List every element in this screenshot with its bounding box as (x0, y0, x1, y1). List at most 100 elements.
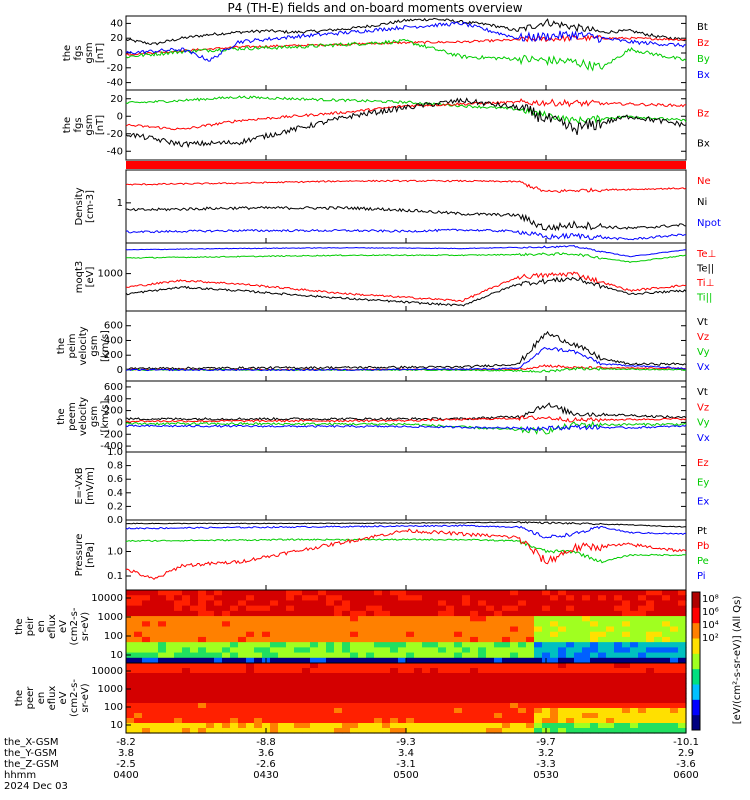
spectrogram-cell (198, 678, 207, 684)
spectrogram-cell (606, 610, 615, 617)
spectrogram-cell (358, 708, 367, 714)
spectrogram-cell (670, 616, 679, 622)
spectrogram-cell (326, 590, 335, 596)
spectrogram-cell (326, 600, 335, 607)
spectrogram-cell (414, 663, 423, 669)
spectrogram-cell (438, 718, 447, 724)
spectrogram-cell (350, 683, 359, 689)
spectrogram-cell (310, 590, 319, 596)
spectrogram-cell (414, 713, 423, 719)
spectrogram-cell (350, 728, 359, 734)
spectrogram-cell (430, 605, 439, 612)
spectrogram-cell (678, 636, 687, 643)
spectrogram-cell (590, 708, 599, 714)
spectrogram-cell (670, 626, 679, 633)
spectrogram-cell (390, 626, 399, 633)
spectrogram-cell (614, 668, 623, 674)
spectrogram-cell (382, 610, 391, 617)
spectrogram-cell (510, 713, 519, 719)
spectrogram-cell (166, 668, 175, 674)
spectrogram-cell (518, 708, 527, 714)
spectrogram-cell (574, 600, 583, 607)
spectrogram-cell (598, 647, 607, 654)
spectrogram-cell (142, 636, 151, 643)
spectrogram-cell (206, 728, 215, 734)
spectrogram-cell (238, 703, 247, 709)
spectrogram-cell (246, 688, 255, 694)
spectrogram-cell (366, 610, 375, 617)
ytick-label: 100 (104, 631, 123, 642)
spectrogram-cell (454, 723, 463, 729)
spectrogram-cell (550, 688, 559, 694)
spectrogram-cell (422, 708, 431, 714)
spectrogram-cell (342, 657, 351, 664)
ylabel-line: the (14, 690, 25, 706)
spectrogram-cell (478, 723, 487, 729)
spectrogram-cell (598, 688, 607, 694)
series-line-Pb (125, 528, 687, 580)
spectrogram-cell (510, 590, 519, 596)
spectrogram-cell (142, 663, 151, 669)
spectrogram-cell (350, 595, 359, 602)
spectrogram-cell (622, 610, 631, 617)
spectrogram-cell (374, 673, 383, 679)
spectrogram-cell (574, 642, 583, 648)
spectrogram-cell (206, 652, 215, 659)
spectrogram-cell (206, 631, 215, 638)
spectrogram-cell (134, 703, 143, 709)
spectrogram-cell (414, 610, 423, 617)
spectrogram-cell (582, 698, 591, 704)
ylabel-line: [nT] (95, 43, 106, 63)
spectrogram-cell (590, 673, 599, 679)
spectrogram-cell (150, 610, 159, 617)
spectrogram-cell (326, 642, 335, 648)
spectrogram-cell (502, 673, 511, 679)
spectrogram-cell (134, 642, 143, 648)
spectrogram-cell (302, 718, 311, 724)
ylabel-line: en (36, 620, 47, 633)
spectrogram-cell (422, 718, 431, 724)
spectrogram-cell (350, 688, 359, 694)
spectrogram-cell (654, 708, 663, 714)
spectrogram-cell (622, 595, 631, 602)
spectrogram-cell (230, 668, 239, 674)
spectrogram-cell (454, 678, 463, 684)
spectrogram-cell (270, 698, 279, 704)
spectrogram-cell (142, 626, 151, 633)
spectrogram-cell (454, 708, 463, 714)
spectrogram-cell (374, 728, 383, 734)
spectrogram-cell (166, 718, 175, 724)
spectrogram-cell (390, 668, 399, 674)
spectrogram-cell (390, 605, 399, 612)
spectrogram-cell (278, 610, 287, 617)
spectrogram-cell (654, 610, 663, 617)
ylabel-line: gsm (89, 406, 100, 427)
spectrogram-cell (510, 723, 519, 729)
spectrogram-cell (598, 723, 607, 729)
spectrogram-cell (446, 626, 455, 633)
spectrogram-cell (134, 590, 143, 596)
spectrogram-cell (478, 610, 487, 617)
spectrogram-cell (582, 631, 591, 638)
spectrogram-cell (526, 631, 535, 638)
spectrogram-cell (590, 723, 599, 729)
spectrogram-cell (670, 663, 679, 669)
legend-Ni: Ni (697, 197, 707, 208)
spectrogram-cell (462, 713, 471, 719)
ytick-label: 0 (117, 417, 123, 428)
spectrogram-cell (590, 663, 599, 669)
spectrogram-cell (222, 693, 231, 699)
spectrogram-cell (598, 610, 607, 617)
spectrogram-cell (142, 600, 151, 607)
spectrogram-cell (126, 703, 135, 709)
spectrogram-cell (526, 668, 535, 674)
spectrogram-cell (566, 595, 575, 602)
spectrogram-cell (334, 600, 343, 607)
spectrogram-cell (334, 688, 343, 694)
series-line-Vt (125, 330, 687, 371)
xtick-label-x: -10.1 (673, 737, 699, 748)
spectrogram-cell (422, 631, 431, 638)
spectrogram-cell (582, 718, 591, 724)
spectrogram-cell (622, 683, 631, 689)
spectrogram-cell (574, 713, 583, 719)
